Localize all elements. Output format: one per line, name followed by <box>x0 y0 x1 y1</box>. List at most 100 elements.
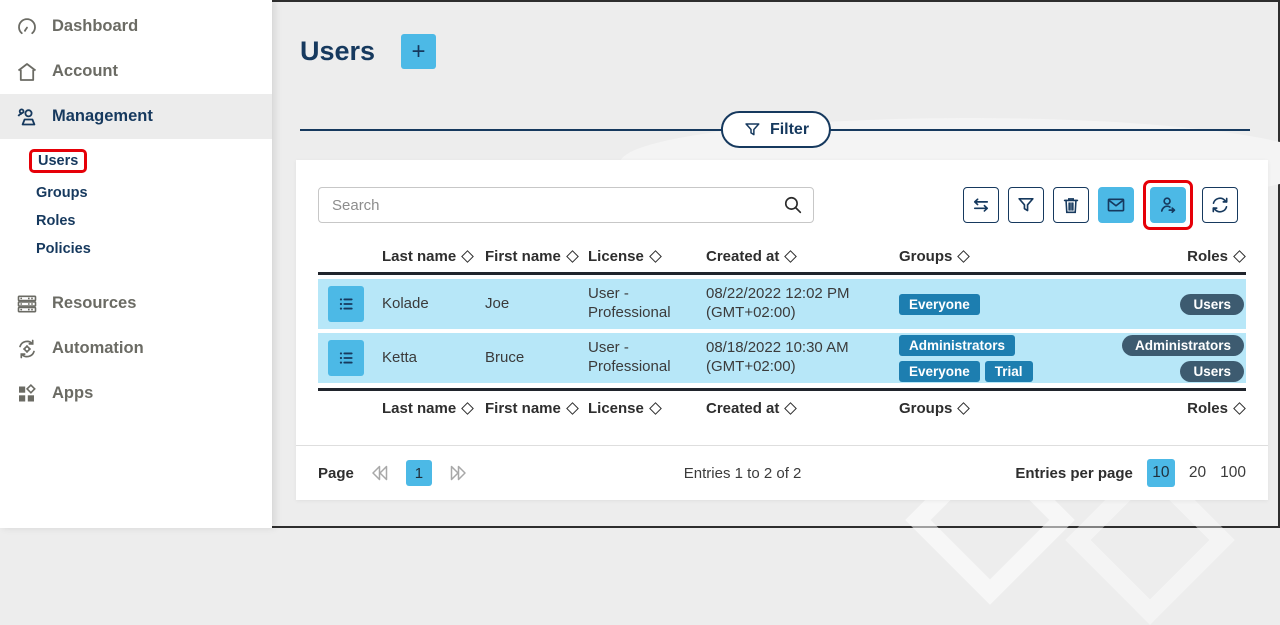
sidebar-item-users[interactable]: Users <box>29 143 272 179</box>
sort-icon[interactable] <box>784 402 798 415</box>
column-header-first-name[interactable]: First name <box>479 248 582 265</box>
sidebar-item-groups[interactable]: Groups <box>36 179 272 207</box>
sidebar-item-label: Resources <box>52 294 137 312</box>
column-header-groups[interactable]: Groups <box>893 400 1108 417</box>
sort-icon[interactable] <box>957 402 971 415</box>
cell-created-at: 08/18/2022 10:30 AM (GMT+02:00) <box>706 339 849 375</box>
cell-last-name: Kolade <box>382 294 429 312</box>
sort-icon[interactable] <box>565 402 579 415</box>
users-table: Last name First name License Created at … <box>318 248 1246 417</box>
column-header-created-at[interactable]: Created at <box>700 248 893 265</box>
search-icon[interactable] <box>782 194 804 216</box>
filter-button[interactable] <box>1008 187 1044 223</box>
apps-grid-icon <box>19 383 36 401</box>
current-page-button[interactable]: 1 <box>405 460 432 486</box>
cell-roles: Administrators Users <box>1108 334 1246 382</box>
sort-icon[interactable] <box>565 250 579 263</box>
table-row[interactable]: Kolade Joe User - Professional 08/22/202… <box>318 279 1246 329</box>
column-header-first-name[interactable]: First name <box>479 400 582 417</box>
sidebar-subitem-label: Policies <box>36 241 91 257</box>
previous-page-icon[interactable] <box>368 461 392 485</box>
row-actions-button[interactable] <box>328 340 364 376</box>
swap-arrows-icon <box>973 198 989 212</box>
list-icon <box>339 298 353 310</box>
sidebar-subitem-label: Groups <box>36 185 88 201</box>
main-content: Users + Filter <box>272 0 1280 528</box>
gauge-icon <box>18 17 36 34</box>
column-header-roles[interactable]: Roles <box>1108 400 1246 417</box>
delete-button[interactable] <box>1053 187 1089 223</box>
email-button[interactable] <box>1098 187 1134 223</box>
users-annotation-box: Users <box>29 149 88 173</box>
sidebar-item-apps[interactable]: Apps <box>0 371 272 416</box>
next-page-icon[interactable] <box>446 461 470 485</box>
column-header-roles[interactable]: Roles <box>1108 248 1246 265</box>
sidebar-item-policies[interactable]: Policies <box>36 235 272 263</box>
table-footer-header: Last name First name License Created at … <box>318 388 1246 417</box>
sidebar-item-label: Dashboard <box>52 17 139 35</box>
user-arrow-icon <box>1160 197 1176 213</box>
per-page-option-100[interactable]: 100 <box>1220 464 1246 481</box>
sidebar-item-label: Automation <box>52 339 144 357</box>
sidebar-item-resources[interactable]: Resources <box>0 281 272 326</box>
column-header-last-name[interactable]: Last name <box>376 248 479 265</box>
sort-icon[interactable] <box>784 250 798 263</box>
role-badge: Users <box>1180 293 1244 315</box>
sidebar-item-automation[interactable]: Automation <box>0 326 272 371</box>
group-badge: Everyone <box>899 360 980 382</box>
sort-icon[interactable] <box>957 250 971 263</box>
users-group-icon <box>17 108 36 125</box>
per-page-option-20[interactable]: 20 <box>1188 464 1207 481</box>
impersonate-annotation-box <box>1143 180 1193 230</box>
column-header-last-name[interactable]: Last name <box>376 400 479 417</box>
entries-summary: Entries 1 to 2 of 2 <box>683 464 802 482</box>
sidebar-subitem-label: Roles <box>36 213 76 229</box>
swap-columns-button[interactable] <box>963 187 999 223</box>
row-actions-button[interactable] <box>328 286 364 322</box>
users-card: Last name First name License Created at … <box>296 160 1268 500</box>
column-header-groups[interactable]: Groups <box>893 248 1108 265</box>
sort-icon[interactable] <box>461 250 475 263</box>
sidebar-item-label: Apps <box>52 384 94 402</box>
sidebar-item-account[interactable]: Account <box>0 49 272 94</box>
sidebar-item-label: Account <box>52 62 118 80</box>
funnel-icon <box>1018 197 1034 212</box>
per-page-option-10[interactable]: 10 <box>1146 459 1175 487</box>
sidebar: Dashboard Account Management Users Group… <box>0 0 272 528</box>
search-wrap <box>318 187 814 223</box>
mail-icon <box>1107 198 1125 212</box>
sidebar-item-roles[interactable]: Roles <box>36 207 272 235</box>
sort-icon[interactable] <box>649 250 662 263</box>
column-header-created-at[interactable]: Created at <box>700 400 893 417</box>
automation-cycle-icon <box>19 339 35 358</box>
sort-icon[interactable] <box>649 402 662 415</box>
sidebar-item-management[interactable]: Management <box>0 94 272 139</box>
sidebar-subitem-label: Users <box>38 153 79 169</box>
page-title: Users <box>300 36 376 66</box>
group-badge: Administrators <box>899 334 1016 356</box>
cell-last-name: Ketta <box>382 348 418 366</box>
column-header-license[interactable]: License <box>582 248 700 265</box>
add-user-button[interactable]: + <box>401 34 437 69</box>
column-header-license[interactable]: License <box>582 400 700 417</box>
cell-first-name: Bruce <box>485 348 525 366</box>
search-input[interactable] <box>318 187 814 223</box>
cell-roles: Users <box>1108 293 1246 315</box>
sort-icon[interactable] <box>461 402 475 415</box>
role-badge: Administrators <box>1121 334 1244 356</box>
table-row[interactable]: Ketta Bruce User - Professional 08/18/20… <box>318 333 1246 383</box>
cell-groups: Everyone <box>893 293 1108 315</box>
page-label: Page <box>318 464 354 482</box>
sort-icon[interactable] <box>1233 250 1246 263</box>
sidebar-item-dashboard[interactable]: Dashboard <box>0 4 272 49</box>
group-badge: Trial <box>984 360 1033 382</box>
sort-icon[interactable] <box>1233 402 1246 415</box>
management-submenu: Users Groups Roles Policies <box>0 139 272 273</box>
filter-toggle-button[interactable]: Filter <box>720 111 832 148</box>
cell-license: User - Professional <box>588 339 671 375</box>
header-separator <box>318 272 1246 275</box>
refresh-button[interactable] <box>1202 187 1238 223</box>
entries-per-page-label: Entries per page <box>1015 464 1133 482</box>
table-header-row: Last name First name License Created at … <box>318 248 1246 272</box>
impersonate-user-button[interactable] <box>1150 187 1186 223</box>
